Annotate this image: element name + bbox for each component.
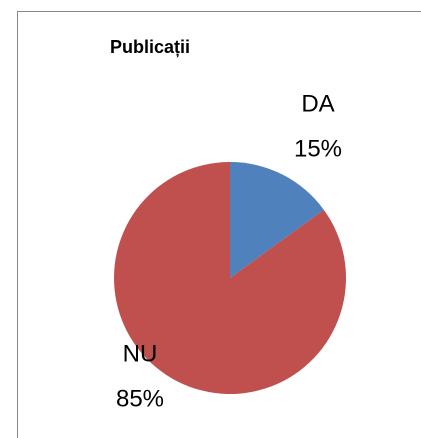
chart-title: Publicații [110, 37, 190, 57]
pie-slice [230, 162, 324, 278]
value-label: 85% [116, 385, 164, 412]
value-label: 15% [294, 135, 342, 162]
category-label: DA [301, 90, 334, 117]
category-label: NU [123, 340, 158, 367]
pie-slice [114, 162, 346, 394]
